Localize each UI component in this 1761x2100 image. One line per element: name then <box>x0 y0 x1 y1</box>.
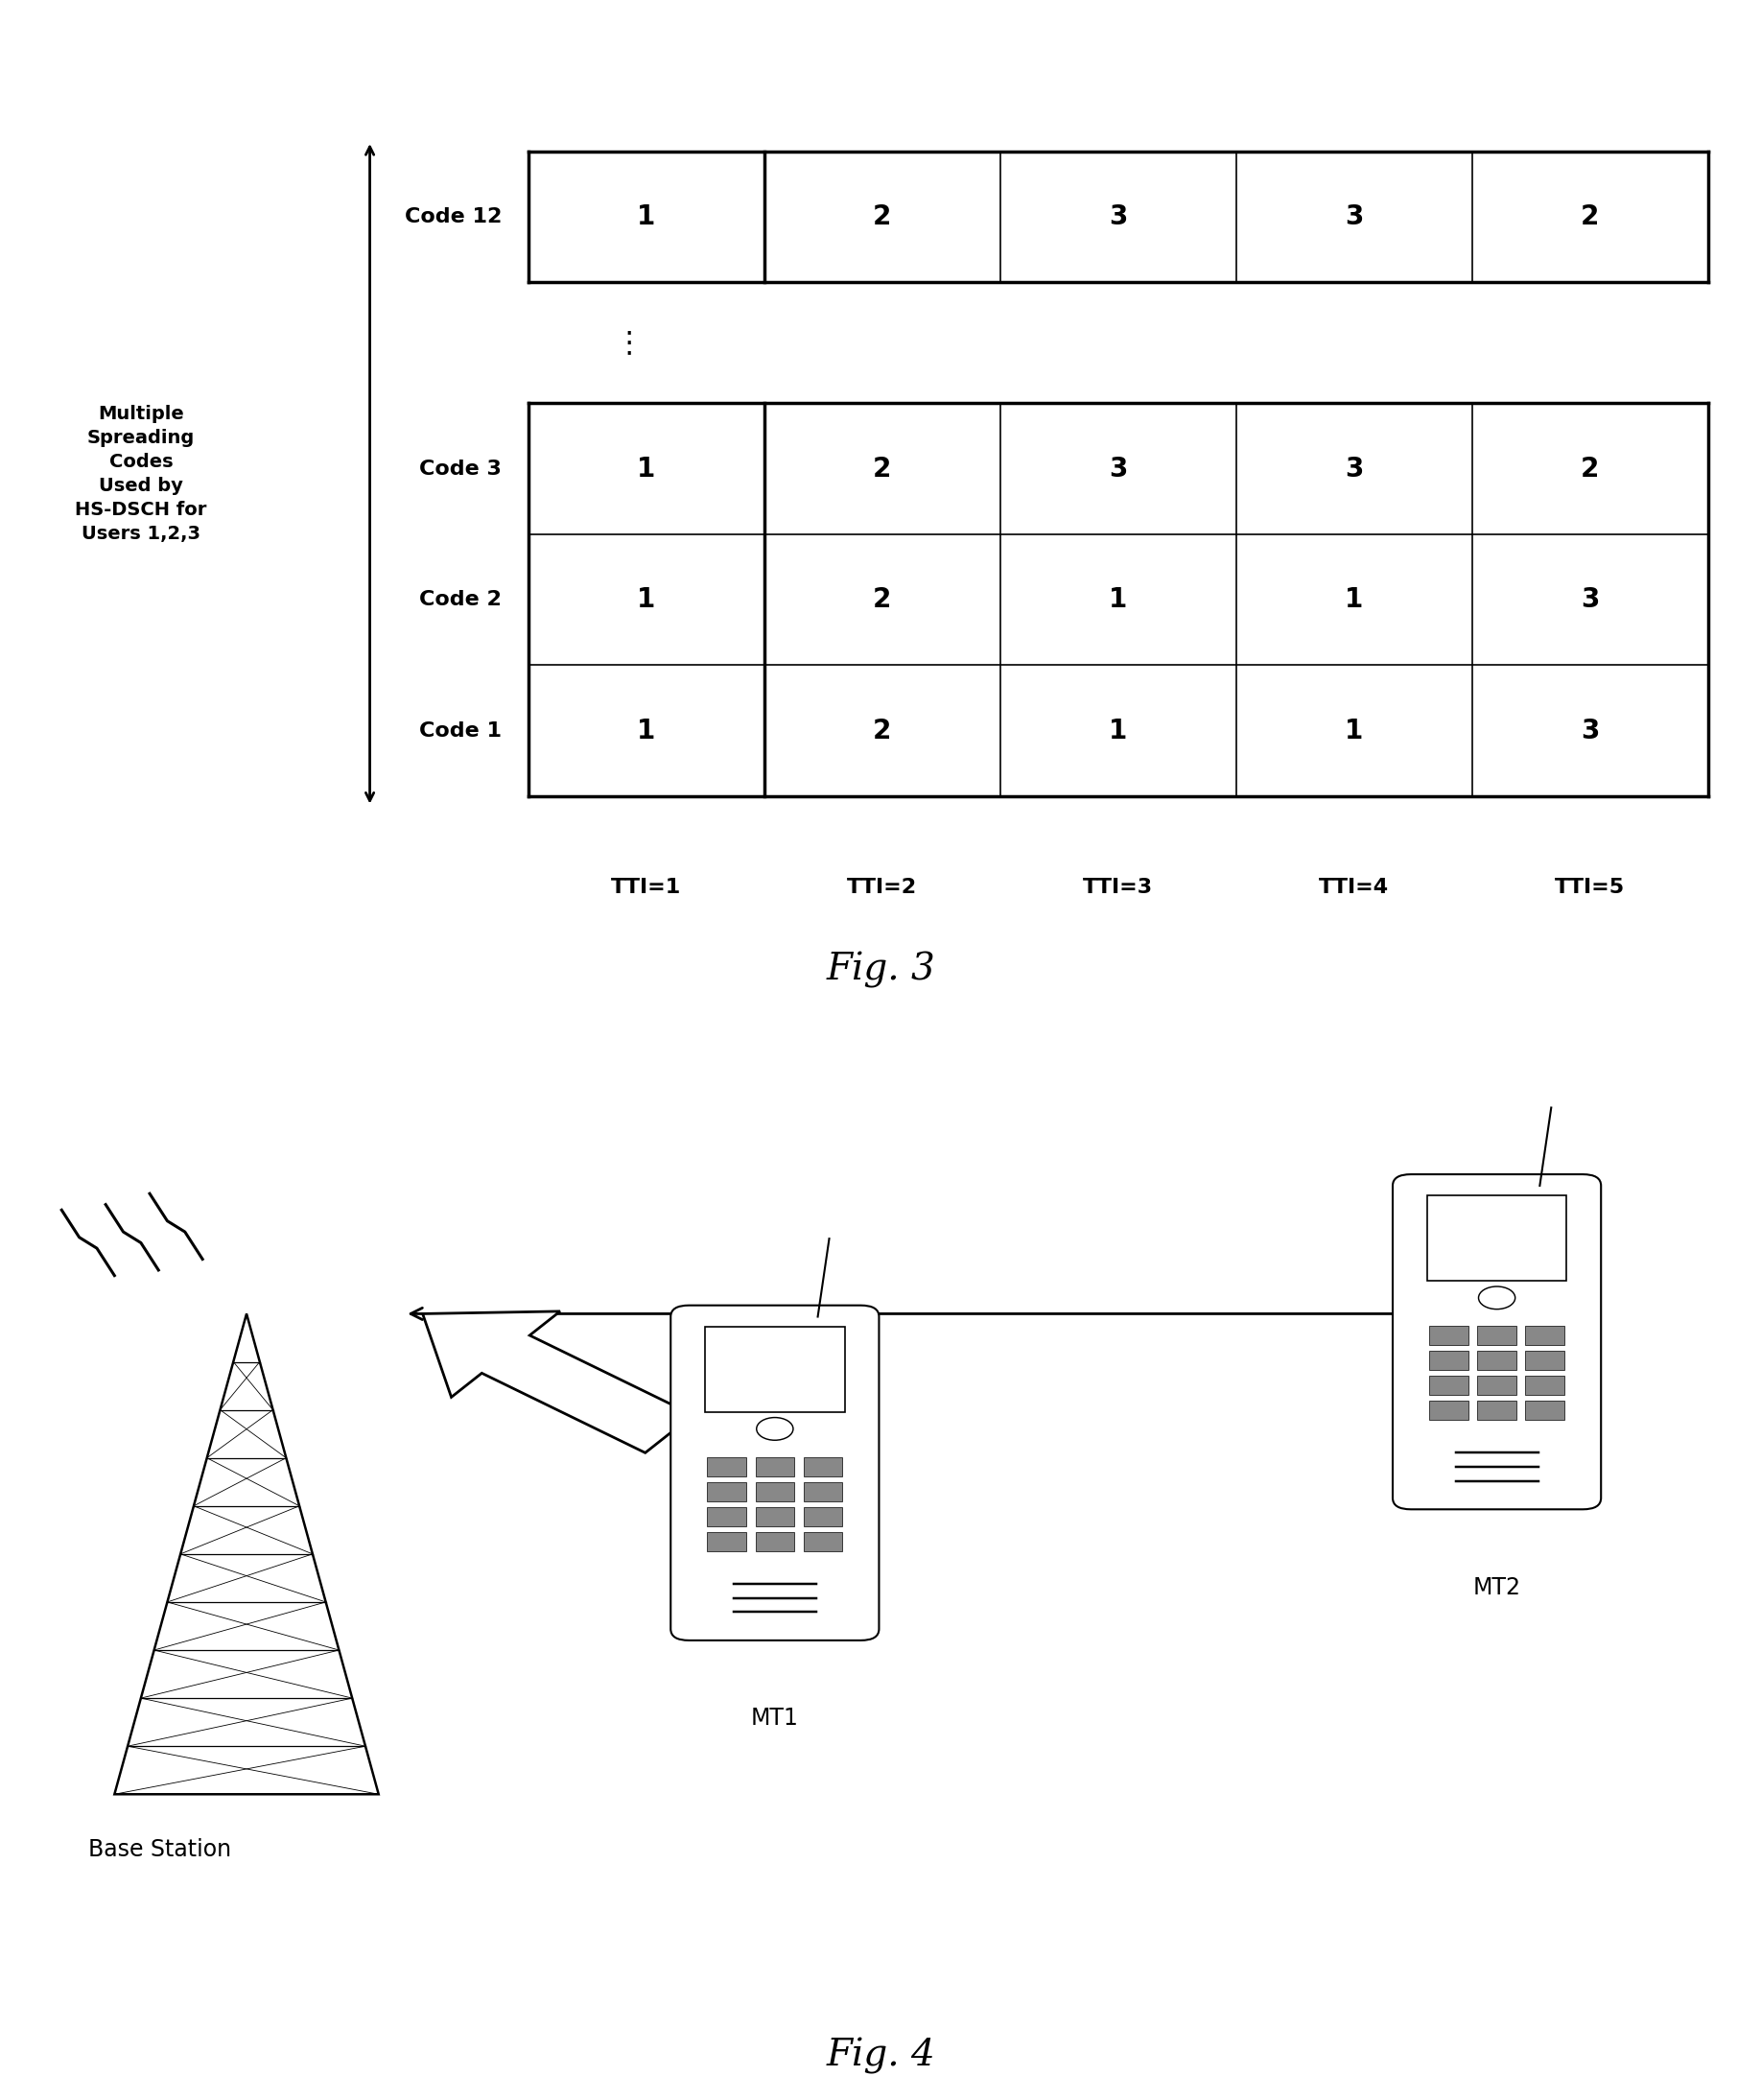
Text: TTI=4: TTI=4 <box>1319 878 1389 897</box>
Bar <box>708 1457 747 1476</box>
FancyBboxPatch shape <box>1393 1174 1601 1510</box>
FancyBboxPatch shape <box>671 1306 879 1640</box>
Text: MT2: MT2 <box>1472 1575 1522 1598</box>
Text: 1: 1 <box>637 718 655 743</box>
Text: 3: 3 <box>1109 456 1127 483</box>
Text: MT1: MT1 <box>750 1707 799 1730</box>
Bar <box>755 1531 794 1552</box>
Bar <box>708 1531 747 1552</box>
Text: Base Station: Base Station <box>88 1838 231 1861</box>
Bar <box>1525 1401 1564 1420</box>
Bar <box>1477 1327 1516 1346</box>
Bar <box>755 1483 794 1502</box>
Text: 2: 2 <box>873 456 891 483</box>
Bar <box>1426 1195 1567 1281</box>
Bar <box>1525 1350 1564 1369</box>
Text: 3: 3 <box>1345 456 1363 483</box>
Text: Fig. 4: Fig. 4 <box>826 2039 935 2075</box>
Bar <box>1525 1327 1564 1346</box>
Text: 2: 2 <box>873 718 891 743</box>
Text: Code 3: Code 3 <box>419 460 502 479</box>
Text: 2: 2 <box>1581 204 1599 231</box>
Text: TTI=1: TTI=1 <box>611 878 682 897</box>
Text: TTI=3: TTI=3 <box>1083 878 1153 897</box>
Bar <box>755 1457 794 1476</box>
Bar <box>803 1508 842 1527</box>
Bar <box>708 1483 747 1502</box>
Text: 1: 1 <box>637 586 655 613</box>
Bar <box>1477 1376 1516 1394</box>
Text: Multiple
Spreading
Codes
Used by
HS-DSCH for
Users 1,2,3: Multiple Spreading Codes Used by HS-DSCH… <box>76 405 206 542</box>
Bar <box>1430 1401 1469 1420</box>
Text: Code 1: Code 1 <box>419 720 502 741</box>
Bar <box>1430 1376 1469 1394</box>
Text: Code 12: Code 12 <box>405 208 502 227</box>
Text: 1: 1 <box>1109 718 1127 743</box>
Text: 2: 2 <box>873 204 891 231</box>
Text: 3: 3 <box>1581 718 1599 743</box>
Text: 3: 3 <box>1109 204 1127 231</box>
Bar <box>755 1508 794 1527</box>
Text: 1: 1 <box>1109 586 1127 613</box>
Bar <box>803 1531 842 1552</box>
Text: Code 2: Code 2 <box>419 590 502 609</box>
Bar <box>704 1327 845 1411</box>
Text: ⋮: ⋮ <box>615 330 643 357</box>
Text: Fig. 3: Fig. 3 <box>826 951 935 987</box>
Text: 1: 1 <box>637 204 655 231</box>
Bar <box>1477 1350 1516 1369</box>
Text: 1: 1 <box>1345 718 1363 743</box>
Text: 1: 1 <box>637 456 655 483</box>
Text: TTI=5: TTI=5 <box>1555 878 1625 897</box>
Bar <box>1430 1327 1469 1346</box>
Bar <box>708 1508 747 1527</box>
Text: 3: 3 <box>1581 586 1599 613</box>
Bar <box>1430 1350 1469 1369</box>
Polygon shape <box>423 1310 694 1453</box>
Text: 2: 2 <box>873 586 891 613</box>
Text: 3: 3 <box>1345 204 1363 231</box>
Bar <box>1477 1401 1516 1420</box>
Bar <box>803 1457 842 1476</box>
Text: 2: 2 <box>1581 456 1599 483</box>
Bar <box>1525 1376 1564 1394</box>
Text: TTI=2: TTI=2 <box>847 878 917 897</box>
Bar <box>803 1483 842 1502</box>
Text: 1: 1 <box>1345 586 1363 613</box>
